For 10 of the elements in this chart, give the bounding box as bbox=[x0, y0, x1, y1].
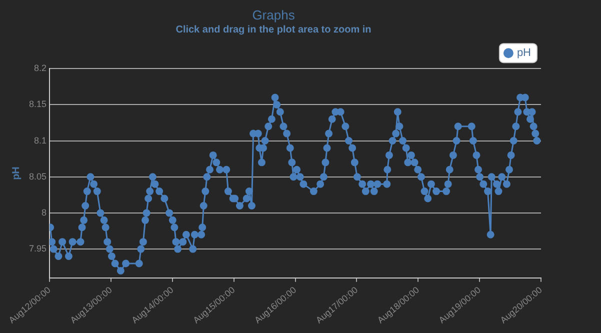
y-tick-label: 8.1 bbox=[34, 135, 47, 146]
chart-subtitle: Click and drag in the plot area to zoom in bbox=[176, 24, 372, 36]
y-tick-label: 8.15 bbox=[28, 99, 47, 110]
y-axis-title: pH bbox=[10, 166, 22, 180]
y-tick-label: 8 bbox=[42, 207, 47, 218]
y-tick-label: 7.95 bbox=[28, 244, 47, 254]
chart-title: Graphs bbox=[252, 7, 296, 22]
y-tick-label: 8.2 bbox=[34, 63, 47, 74]
y-tick-label: 8.05 bbox=[28, 171, 47, 182]
legend-label: pH bbox=[516, 47, 532, 60]
